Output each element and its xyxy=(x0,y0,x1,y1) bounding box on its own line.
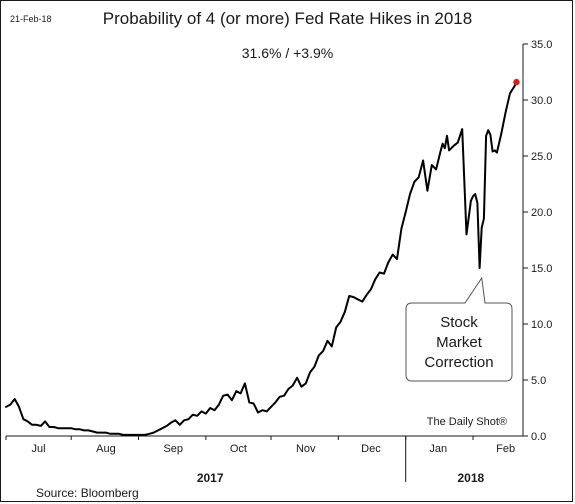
chart-title: Probability of 4 (or more) Fed Rate Hike… xyxy=(102,9,473,28)
y-axis: 0.0 5.0 10.0 15.0 20.0 25.0 30.0 35.0 xyxy=(522,39,552,443)
chart-subtitle: 31.6% / +3.9% xyxy=(241,45,334,61)
x-tick-label: Jan xyxy=(429,443,447,455)
x-tick-label: Oct xyxy=(230,443,247,455)
y-tick-label: 25.0 xyxy=(531,151,552,163)
x-tick-label: Nov xyxy=(296,443,316,455)
y-tick-label: 15.0 xyxy=(531,263,552,275)
x-tick-label: Aug xyxy=(96,443,116,455)
x-tick-label: Sep xyxy=(163,443,183,455)
date-label: 21-Feb-18 xyxy=(10,14,52,24)
annotation-text-line: Stock xyxy=(440,314,478,331)
annotation: Stock Market Correction xyxy=(405,276,513,382)
x-axis: Jul Aug Sep Oct Nov Dec Jan Feb 2017 2018 xyxy=(5,435,523,485)
source-label: Source: Bloomberg xyxy=(36,486,139,500)
annotation-callout-box xyxy=(405,276,513,382)
x-tick-label: Dec xyxy=(361,443,381,455)
y-tick-label: 5.0 xyxy=(531,375,546,387)
y-tick-label: 0.0 xyxy=(531,431,546,443)
annotation-text-line: Market xyxy=(436,334,483,351)
x-tick-label: Feb xyxy=(496,443,515,455)
credit-label: The Daily Shot® xyxy=(427,416,507,428)
last-point-marker xyxy=(513,78,520,86)
annotation-text-line: Correction xyxy=(424,354,493,371)
series-line xyxy=(5,81,518,436)
year-label: 2018 xyxy=(458,471,485,485)
x-tick-label: Jul xyxy=(32,443,46,455)
y-tick-label: 35.0 xyxy=(531,39,552,51)
year-label: 2017 xyxy=(197,471,224,485)
y-tick-label: 20.0 xyxy=(531,207,552,219)
y-tick-label: 10.0 xyxy=(531,319,552,331)
y-tick-label: 30.0 xyxy=(531,95,552,107)
